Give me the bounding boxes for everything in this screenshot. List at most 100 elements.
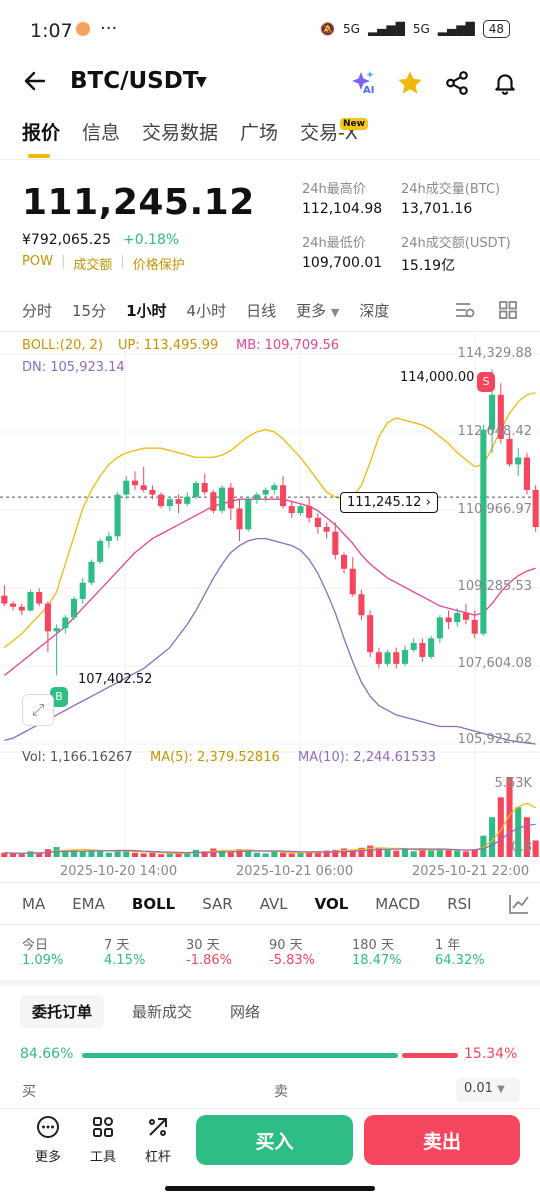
volume-bar [497, 797, 504, 857]
divider [0, 331, 540, 332]
y-label-5: 107,604.08 [457, 656, 532, 671]
low-label: 24h最低价 [302, 236, 366, 251]
chevron-right-icon: › [425, 495, 431, 510]
candle-body [288, 506, 295, 514]
tab-quote[interactable]: 报价 [22, 122, 61, 144]
boll-legend-params: BOLL:(20, 2) [22, 338, 104, 353]
performance-row: 今日 1.09% 7 天 4.15% 30 天 -1.86% 90 天 -5.83% 1… [22, 934, 522, 974]
interval-line[interactable]: 分时 [22, 302, 53, 320]
indicator-boll[interactable]: BOLL [131, 895, 176, 913]
interval-1d[interactable]: 日线 [246, 302, 277, 320]
indicator-macd[interactable]: MACD [375, 895, 421, 913]
candle-body [123, 480, 130, 495]
candle-body [44, 603, 51, 632]
pair-title[interactable]: BTC/USDT [70, 68, 199, 94]
leverage-tool[interactable]: 杠杆 [136, 1115, 180, 1165]
candle-body [419, 642, 426, 657]
candle-body [36, 591, 43, 604]
notification-icon [76, 22, 90, 36]
back-arrow-icon[interactable] [22, 68, 48, 101]
candle-body [166, 499, 173, 507]
tag-pow[interactable]: POW [22, 254, 53, 269]
volume-bar [36, 853, 43, 857]
vol-axis-label-low: 0.8 [511, 840, 532, 855]
share-icon[interactable] [442, 68, 472, 98]
volume-bar [105, 852, 112, 857]
volume-bars [1, 777, 539, 857]
chart-settings-icon[interactable] [454, 300, 476, 324]
interval-1h[interactable]: 1小时 [126, 302, 167, 320]
candle-body [105, 536, 112, 541]
interval-4h[interactable]: 4小时 [186, 302, 227, 320]
interval-15m[interactable]: 15分 [72, 302, 107, 320]
vol-ma5-line [4, 802, 536, 855]
indicator-rsi[interactable]: RSI [447, 895, 472, 913]
tab-info[interactable]: 信息 [82, 122, 121, 144]
indicator-ma[interactable]: MA [22, 895, 46, 913]
candle-body [131, 480, 139, 486]
new-badge: New [340, 118, 368, 130]
expand-icon[interactable]: ⤢ [22, 694, 54, 726]
candle-body [367, 615, 374, 653]
buy-button[interactable]: 买入 [196, 1115, 353, 1165]
header: BTC/USDT ▼ AI [0, 60, 540, 106]
chevron-down-icon: ▼ [330, 306, 340, 319]
chart-svg[interactable] [0, 332, 540, 882]
candle-body [445, 617, 452, 623]
sell-marker[interactable]: S [477, 372, 495, 392]
candle-body [515, 457, 522, 465]
indicator-vol[interactable]: VOL [314, 895, 349, 913]
tab-trading-data[interactable]: 交易数据 [142, 122, 219, 144]
candle-body [1, 595, 8, 604]
tools-label: 工具 [89, 1150, 116, 1165]
indicator-avl[interactable]: AVL [259, 895, 288, 913]
bell-icon[interactable] [490, 68, 520, 98]
perf-90d: 90 天 -5.83% [269, 934, 315, 968]
grid-layout-icon[interactable] [498, 300, 518, 324]
current-price-tag[interactable]: 111,245.12 › [340, 492, 438, 513]
indicator-chart-icon[interactable] [508, 893, 530, 919]
precision-value: 0.01 [464, 1081, 493, 1096]
more-tool[interactable]: 更多 [26, 1115, 70, 1165]
candlestick-chart[interactable]: BOLL:(20, 2) UP: 113,495.99 MB: 109,709.… [0, 332, 540, 882]
buy-marker[interactable]: B [50, 687, 68, 707]
volume-bar [79, 851, 86, 857]
ai-sparkle-icon[interactable]: AI [348, 68, 378, 98]
precision-select[interactable]: 0.01 ▼ [456, 1078, 520, 1102]
candle-body [401, 649, 409, 664]
volume-bar [462, 851, 470, 857]
tab-network[interactable]: 网络 [230, 1003, 261, 1021]
tag-price-protection[interactable]: 价格保护 [132, 258, 185, 273]
perf-label: 90 天 [269, 938, 303, 953]
volume-bar [158, 854, 165, 857]
indicator-ema[interactable]: EMA [72, 895, 105, 913]
candle-body [384, 652, 391, 664]
candle-body [70, 598, 78, 618]
volume-bar [227, 851, 234, 857]
volume-bar [445, 849, 452, 857]
vol-ma10-line [4, 823, 536, 855]
interval-more[interactable]: 更多 ▼ [296, 300, 339, 321]
interval-depth[interactable]: 深度 [359, 302, 390, 320]
candle-body [253, 494, 260, 500]
tab-open-orders[interactable]: 委托订单 [20, 995, 105, 1028]
volume-bar [131, 852, 139, 857]
tag-turnover[interactable]: 成交额 [73, 258, 113, 273]
x-label-2: 2025-10-21 06:00 [236, 864, 354, 879]
pair-dropdown-caret-icon[interactable]: ▼ [196, 74, 207, 90]
vol-legend: Vol: 1,166.16267 [22, 750, 133, 765]
volume-bar [27, 851, 34, 857]
candle-body [149, 489, 156, 495]
favorite-star-icon[interactable] [395, 68, 425, 98]
vol-legend-ma10: MA(10): 2,244.61533 [298, 750, 437, 765]
volume-bar [114, 849, 121, 857]
volume-bar [306, 852, 313, 857]
tab-recent-trades[interactable]: 最新成交 [132, 1003, 193, 1021]
perf-value: 1.09% [22, 953, 64, 968]
volume-bar [375, 847, 382, 857]
volume-bar [88, 849, 95, 857]
indicator-sar[interactable]: SAR [202, 895, 233, 913]
tab-square[interactable]: 广场 [240, 122, 279, 144]
tools-tool[interactable]: 工具 [81, 1115, 125, 1165]
sell-button[interactable]: 卖出 [364, 1115, 520, 1165]
